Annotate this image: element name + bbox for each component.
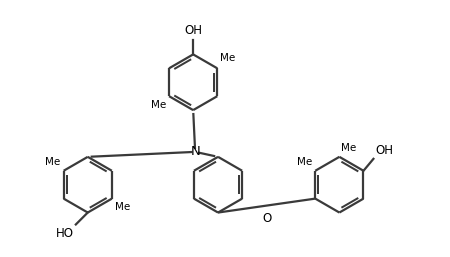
Text: N: N — [190, 145, 200, 158]
Text: Me: Me — [220, 53, 235, 63]
Text: OH: OH — [184, 24, 202, 38]
Text: Me: Me — [115, 201, 130, 212]
Text: Me: Me — [342, 143, 356, 153]
Text: Me: Me — [151, 100, 166, 110]
Text: OH: OH — [375, 144, 393, 157]
Text: O: O — [262, 212, 271, 225]
Text: Me: Me — [297, 157, 312, 167]
Text: Me: Me — [45, 157, 61, 167]
Text: HO: HO — [56, 227, 74, 241]
